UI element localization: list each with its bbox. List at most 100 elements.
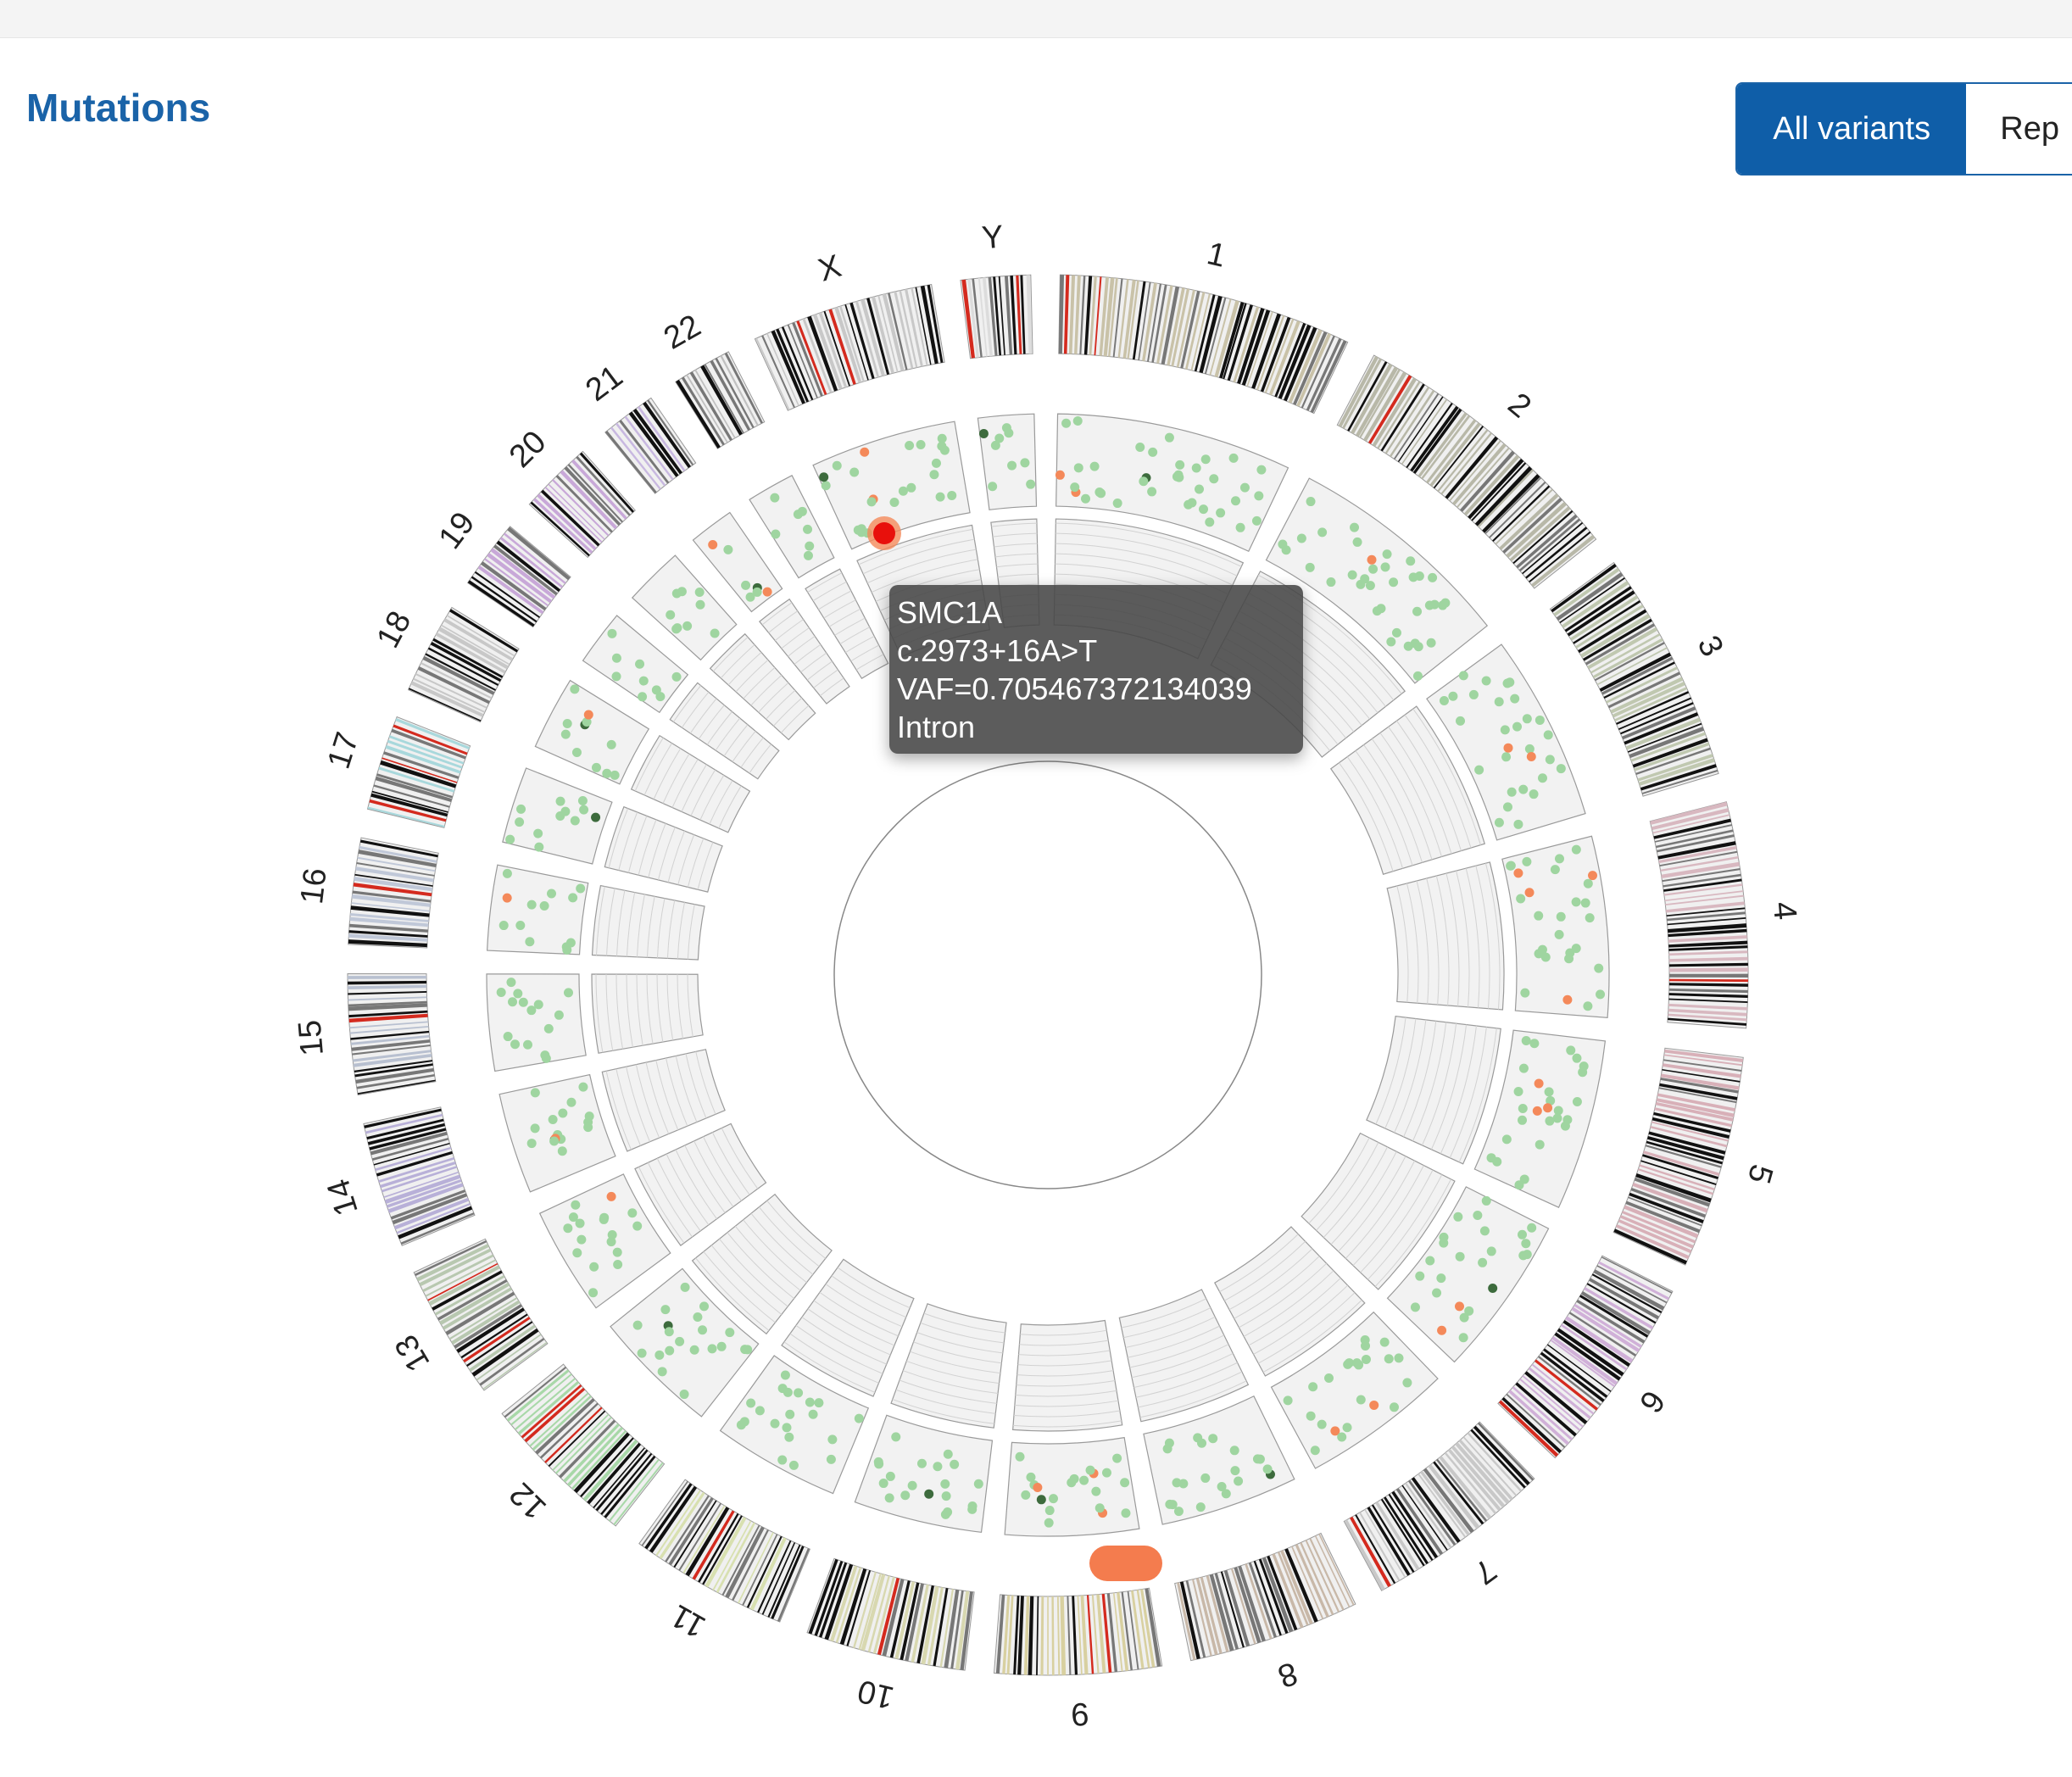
ideogram-band [375,776,453,802]
ideogram-band [427,1262,499,1301]
track-grid [1456,870,1470,1007]
ideogram-band [1284,1548,1318,1623]
track-grid [711,1132,750,1195]
ideogram-band [1138,281,1151,360]
ideogram-band [566,1426,624,1487]
mutation-dot [1458,671,1468,681]
toggle-button[interactable]: All variants [1737,84,1967,174]
mutation-dot [1455,1301,1465,1312]
track-grid [693,1140,734,1207]
ideogram-band [535,1398,595,1455]
ideogram-band [1492,485,1551,543]
mutation-dot [1571,844,1581,855]
ideogram-band [1641,769,1718,794]
ideogram-band [348,923,428,933]
mutation-dot [1425,1256,1435,1266]
track-grid [825,1284,903,1328]
mutation-dot [947,490,957,500]
track-grid [794,643,822,665]
ideogram-band [471,1328,539,1377]
ideogram-band [1449,440,1501,502]
ideogram-band [1112,278,1123,358]
ideogram-band [385,744,461,774]
ideogram-band [814,1561,844,1636]
mutation-dot [1310,1446,1320,1456]
ideogram-band [1277,1551,1309,1626]
chromosome-label: 11 [665,1597,711,1645]
chromosome-label: 18 [370,605,419,654]
mutation-dot [1529,1039,1540,1049]
ideogram-band [1145,1588,1161,1667]
mutation-dot [1412,671,1423,681]
mutation-dot [931,458,941,468]
ideogram-band [927,1587,944,1666]
ideogram-band [1151,284,1167,363]
ideogram-band [1389,390,1435,458]
ideogram-band [1573,600,1641,644]
mutation-dot [1352,1358,1362,1368]
ideogram-band [613,1462,664,1526]
ideogram-band [1058,275,1065,354]
track-grid [1430,1024,1468,1150]
toggle-button[interactable]: Rep [1966,84,2072,174]
ideogram-band [373,1142,450,1166]
ideogram-band [348,933,428,942]
mutation-dot [1428,572,1438,582]
mutation-dot [785,1409,795,1419]
ideogram-band [1584,1287,1654,1329]
ideogram-band [1564,586,1632,632]
track-grid [667,830,685,883]
ideogram-band [350,1030,430,1040]
track-grid [1375,1017,1406,1125]
mutation-dot [1571,897,1581,907]
ideogram-band [1230,1568,1256,1645]
mutation-dot [508,997,518,1007]
ideogram-band [1561,581,1629,628]
ideogram-band [1344,1519,1385,1590]
mutation-dot [679,1390,689,1400]
mutation-dot [1112,499,1122,509]
ideogram-band [1628,1196,1702,1227]
mutation-dot [739,1417,749,1427]
ideogram-band [1117,1592,1129,1671]
ideogram-band [384,1174,461,1205]
mutation-dot [611,653,621,663]
mutation-dot [1437,1325,1447,1335]
ideogram-band [1658,1087,1737,1104]
track-grid [1253,1284,1349,1355]
ideogram-band [524,1387,586,1443]
track-grid [800,652,827,673]
ideogram-band [700,365,743,436]
ideogram-band [503,532,566,584]
ideogram-band [998,276,1005,355]
mutation-dot [588,1288,599,1298]
track-grid [892,1399,994,1424]
track-grid [1308,1137,1370,1224]
ideogram-band [1668,967,1748,972]
ideogram-band [1047,1596,1049,1676]
track-grid [615,890,626,956]
track-grid [626,974,633,1048]
ideogram-band [388,735,465,765]
ideogram-band [1557,1328,1624,1377]
ideogram-band [1072,1596,1078,1675]
chromosome-label: 12 [503,1475,554,1526]
ideogram-band [1562,1319,1630,1368]
ideogram-band [1512,1386,1573,1440]
ideogram-band [1625,1200,1701,1234]
ideogram-band [838,305,865,382]
mutation-dot [1221,1489,1231,1499]
track-grid [766,689,796,720]
ideogram-band [442,1287,513,1330]
track-grid [768,610,799,633]
ideogram-band [1632,1182,1708,1213]
ideogram-band [445,1291,515,1335]
track-grid [801,1317,887,1365]
mutation-dot [583,710,593,720]
track-grid [855,654,884,671]
mutation-dot [1216,508,1226,518]
ideogram-band [1537,1356,1601,1407]
ideogram-band [1177,1582,1196,1661]
mutation-dot [610,770,620,780]
